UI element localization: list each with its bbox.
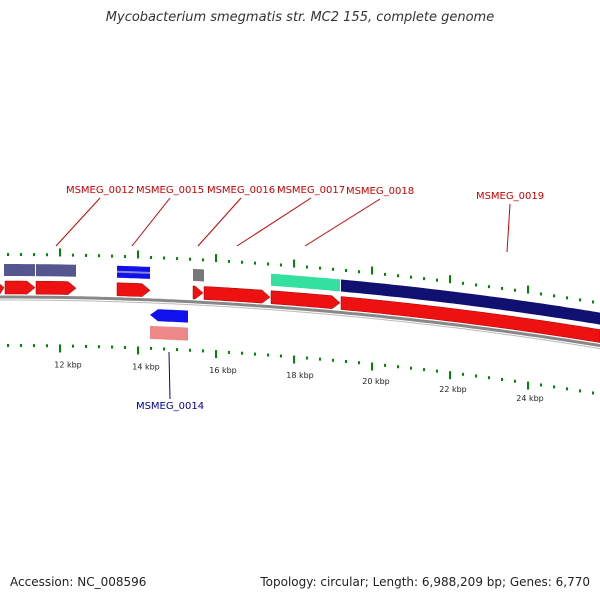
cds-arrow xyxy=(203,286,271,304)
cds-arrow xyxy=(340,296,600,343)
gene-callout: MSMEG_0019 xyxy=(476,191,544,253)
cds-arrow xyxy=(192,285,204,300)
callout-line xyxy=(197,197,242,247)
gene-callout: MSMEG_0016 xyxy=(197,185,275,247)
gene-callout: MSMEG_0015 xyxy=(131,185,204,247)
genome-backbone-edge xyxy=(0,299,600,350)
scale-label: 16 kbp xyxy=(209,366,237,375)
reverse-gene-feature xyxy=(150,325,188,341)
callout-line xyxy=(55,197,101,247)
cds-arrow xyxy=(4,280,36,295)
scale-label: 22 kbp xyxy=(439,385,467,394)
gene-features xyxy=(0,264,600,350)
scale-label: 18 kbp xyxy=(286,371,314,380)
gene-callouts: MSMEG_0012 MSMEG_0015 MSMEG_0016 MSMEG_0017… xyxy=(55,185,544,412)
scale-label: 12 kbp xyxy=(54,360,82,369)
tick-marks xyxy=(7,248,594,395)
gene-callout: MSMEG_0017 xyxy=(236,185,345,247)
genome-backbone xyxy=(0,295,600,348)
callout-line xyxy=(168,351,171,400)
callout-line xyxy=(131,197,171,247)
gene-label: MSMEG_0012 xyxy=(66,185,134,196)
scale-label: 14 kbp xyxy=(132,362,160,371)
genome-summary-text: Topology: circular; Length: 6,988,209 bp… xyxy=(260,575,590,589)
gene-feature-slate xyxy=(4,264,35,277)
gene-label: MSMEG_0019 xyxy=(476,191,544,202)
scale-labels: 12 kbp 14 kbp 16 kbp 18 kbp 20 kbp 22 kbp 24 k… xyxy=(54,360,544,403)
gene-label: MSMEG_0015 xyxy=(136,185,204,196)
cds-arrow xyxy=(35,280,77,295)
gene-label: MSMEG_0014 xyxy=(136,401,204,412)
gene-callout: MSMEG_0012 xyxy=(55,185,134,247)
callout-line xyxy=(304,198,381,247)
cds-arrow xyxy=(116,282,151,297)
scale-label: 20 kbp xyxy=(362,377,390,386)
callout-line xyxy=(236,197,312,247)
accession-text: Accession: NC_008596 xyxy=(10,575,147,589)
gene-callout: MSMEG_0014 xyxy=(136,351,204,412)
gene-feature-stripe xyxy=(117,270,150,274)
gene-feature-grey xyxy=(193,268,204,282)
gene-feature-navy xyxy=(341,279,600,325)
map-title: Mycobacterium smegmatis str. MC2 155, co… xyxy=(105,10,495,25)
scale-label: 24 kbp xyxy=(516,394,544,403)
cds-arrow xyxy=(270,290,341,309)
gene-label: MSMEG_0016 xyxy=(207,185,275,196)
gene-label: MSMEG_0018 xyxy=(346,186,414,197)
callout-line xyxy=(506,203,511,253)
gene-feature-slate xyxy=(36,264,76,277)
reverse-cds-arrow xyxy=(150,309,188,323)
cds-arrow xyxy=(0,283,5,295)
gene-feature-green xyxy=(271,273,340,292)
gene-callout: MSMEG_0018 xyxy=(304,186,414,247)
gene-label: MSMEG_0017 xyxy=(277,185,345,196)
